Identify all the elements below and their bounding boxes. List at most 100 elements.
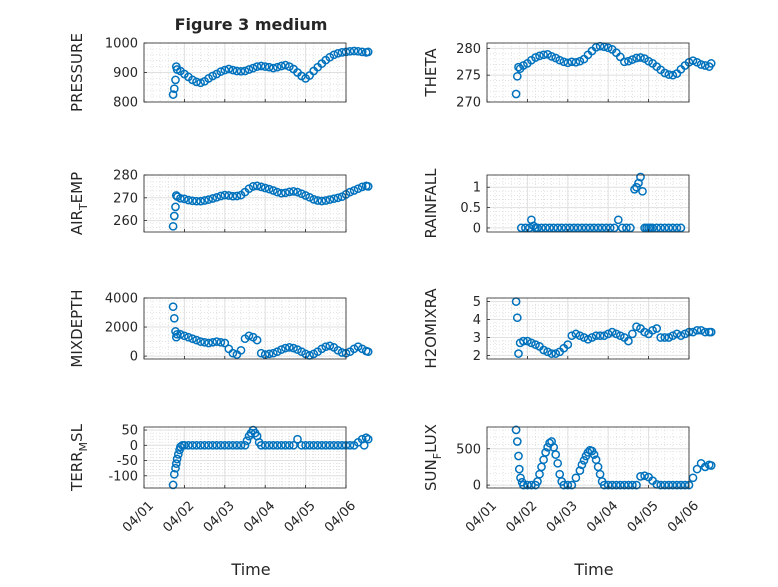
data-point bbox=[196, 337, 205, 346]
data-point bbox=[169, 469, 179, 479]
data-point bbox=[656, 223, 666, 233]
data-point bbox=[272, 440, 282, 450]
data-point bbox=[668, 480, 678, 490]
data-point bbox=[240, 66, 250, 76]
data-point bbox=[672, 223, 682, 233]
data-point bbox=[272, 347, 282, 357]
y-tick-label: 270 bbox=[456, 96, 481, 111]
data-point bbox=[668, 331, 678, 341]
subplot-air-temp: 260 270 280 AIRTEMP bbox=[68, 169, 373, 235]
axes-box bbox=[143, 174, 347, 233]
data-point bbox=[547, 349, 556, 358]
data-point bbox=[333, 48, 343, 58]
y-tick-label: 5 bbox=[473, 295, 481, 310]
data-point bbox=[173, 450, 183, 459]
data-point bbox=[212, 192, 222, 202]
x-axis-label-left: Time bbox=[230, 560, 270, 579]
y-tick-label: 0 bbox=[130, 350, 138, 365]
data-point bbox=[563, 58, 573, 68]
data-point bbox=[313, 440, 323, 450]
data-point bbox=[648, 325, 657, 335]
data-point bbox=[511, 89, 521, 99]
data-point bbox=[609, 223, 619, 233]
data-point bbox=[628, 329, 637, 339]
data-point bbox=[553, 458, 563, 468]
data-point bbox=[192, 440, 201, 450]
data-point bbox=[317, 196, 327, 206]
data-point bbox=[313, 196, 323, 205]
data-point bbox=[624, 480, 633, 490]
data-point bbox=[652, 324, 662, 333]
data-point bbox=[333, 193, 343, 203]
data-point bbox=[565, 223, 575, 233]
data-point bbox=[597, 223, 607, 233]
data-point bbox=[601, 223, 611, 233]
axes-box bbox=[143, 297, 347, 360]
data-point bbox=[325, 341, 335, 351]
data-point bbox=[236, 440, 246, 450]
x-tick-label: 04/03 bbox=[201, 498, 238, 535]
data-point bbox=[281, 60, 290, 70]
data-point bbox=[216, 440, 226, 450]
x-tick-label: 04/01 bbox=[120, 498, 157, 535]
x-tick-label: 04/06 bbox=[665, 498, 702, 535]
data-point bbox=[624, 56, 633, 66]
data-point bbox=[571, 329, 581, 339]
subplot-rainfall: 0 0.5 1 RAINFALL bbox=[422, 168, 690, 239]
data-point bbox=[285, 440, 294, 450]
data-point bbox=[176, 193, 185, 203]
data-point bbox=[168, 90, 178, 99]
data-point bbox=[172, 454, 182, 464]
data-point bbox=[333, 440, 343, 450]
y-tick-label: 500 bbox=[456, 442, 481, 457]
data-point bbox=[184, 332, 193, 342]
data-point bbox=[636, 472, 645, 481]
axes-box bbox=[486, 174, 690, 233]
data-point bbox=[700, 327, 710, 337]
data-point bbox=[285, 343, 294, 352]
data-point bbox=[277, 440, 286, 450]
data-point bbox=[512, 71, 522, 81]
data-point bbox=[204, 195, 213, 204]
data-point bbox=[256, 440, 266, 450]
data-point bbox=[268, 348, 278, 358]
data-point bbox=[321, 196, 331, 205]
data-point bbox=[289, 440, 298, 450]
data-point bbox=[607, 480, 617, 490]
data-point bbox=[176, 442, 185, 452]
y-tick-label: 900 bbox=[113, 66, 138, 81]
data-point bbox=[200, 337, 209, 347]
data-point bbox=[176, 329, 185, 339]
data-point bbox=[541, 223, 550, 233]
data-point bbox=[688, 327, 698, 337]
data-point bbox=[551, 450, 561, 459]
data-point bbox=[668, 223, 678, 233]
data-point bbox=[575, 466, 585, 475]
x-tick-label: 04/05 bbox=[625, 498, 662, 535]
data-point bbox=[577, 460, 587, 470]
data-point bbox=[567, 331, 577, 341]
x-tick-label: 04/04 bbox=[584, 498, 621, 535]
x-tick-label: 04/06 bbox=[322, 498, 359, 535]
data-point bbox=[192, 335, 201, 345]
data-point bbox=[688, 473, 698, 483]
data-point bbox=[349, 46, 359, 56]
data-point bbox=[240, 440, 250, 450]
data-point bbox=[514, 464, 524, 474]
data-point bbox=[511, 425, 521, 435]
data-point bbox=[293, 434, 302, 444]
y-tick-label: 4000 bbox=[105, 292, 138, 307]
data-point bbox=[603, 43, 613, 53]
data-point bbox=[305, 440, 314, 450]
data-point bbox=[521, 223, 530, 233]
data-point bbox=[575, 56, 585, 66]
data-point bbox=[706, 327, 716, 337]
y-axis-label: RAINFALL bbox=[422, 168, 440, 239]
data-point bbox=[605, 223, 615, 233]
y-tick-label: 260 bbox=[113, 214, 138, 229]
data-point bbox=[611, 329, 621, 339]
data-point bbox=[244, 331, 254, 341]
y-tick-label: -100 bbox=[108, 469, 138, 484]
data-point bbox=[613, 215, 623, 225]
axes-box bbox=[486, 426, 690, 489]
